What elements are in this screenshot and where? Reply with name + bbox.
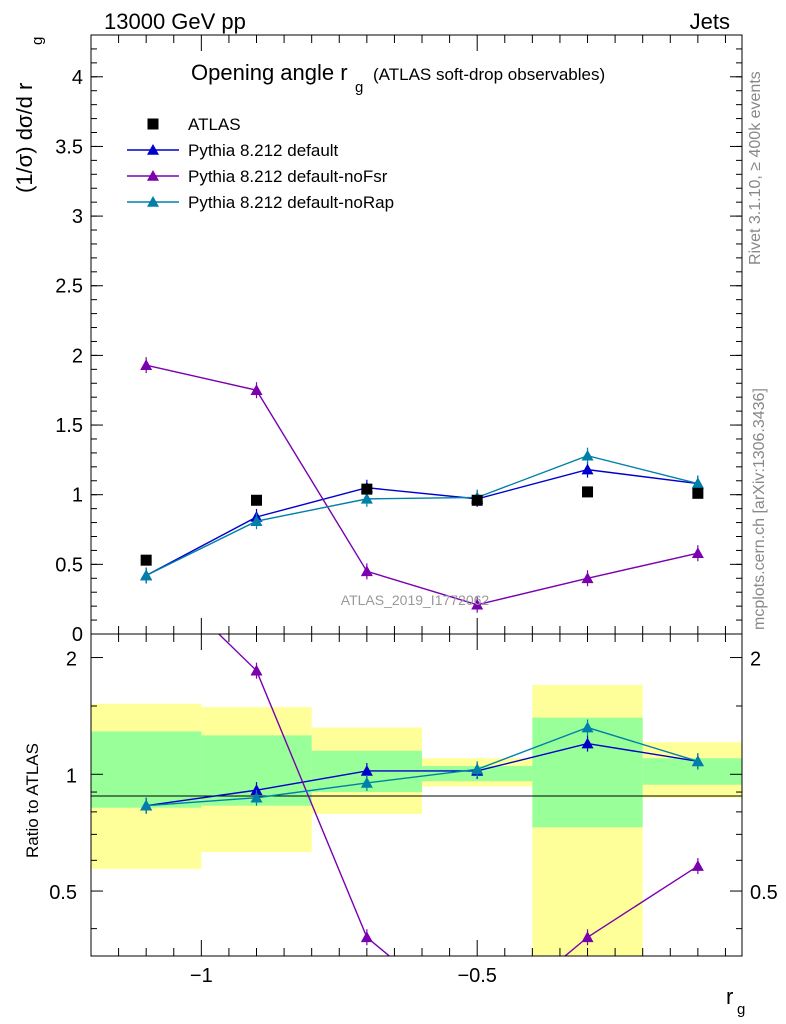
mcplots-label: mcplots.cern.ch [arXiv:1306.3436] [751,388,768,630]
legend-marker-default [147,144,159,155]
main-axis-ticks: 0 0.5 1 1.5 2 2.5 3 3.5 4 [55,35,742,646]
legend-entry-default: Pythia 8.212 default [127,141,339,160]
main-ytick-label: 4 [72,67,83,89]
main-point-noFsr [250,384,263,396]
ratio-point-noFsr [691,860,704,871]
legend-label-noFsr: Pythia 8.212 default-noFsr [188,167,388,186]
main-ylabel-text: (1/σ) dσ/d r [12,83,37,193]
ratio-band-green [91,731,202,808]
legend-marker-noFsr [147,170,159,181]
ratio-ytick-label-right: 2 [750,649,761,671]
main-data-point [692,487,704,499]
main-title-subscript: g [355,79,363,96]
main-point-noFsr [140,359,153,370]
legend-entry-data: ATLAS [147,115,241,134]
legend-entry-noFsr: Pythia 8.212 default-noFsr [127,167,388,186]
main-data-layer [140,483,704,566]
main-title-text: Opening angle r [191,60,348,85]
legend-marker-data [147,118,159,130]
main-point-default [581,463,594,475]
rivet-label: Rivet 3.1.10, ≥ 400k events [747,71,764,265]
legend: ATLAS Pythia 8.212 default Pythia 8.212 de… [127,115,394,212]
ratio-uncertainty-bands [91,684,742,956]
main-point-noFsr [581,572,594,584]
ratio-point-default [250,784,263,795]
ratio-point-noRap [360,776,373,788]
main-point-noRap [360,492,373,504]
ratio-point-default [360,764,373,776]
main-ytick-label: 2.5 [55,276,83,298]
legend-label-noRap: Pythia 8.212 default-noRap [188,193,394,212]
ratio-xlabel: r [726,984,733,1009]
main-ylabel: (1/σ) dσ/d r g [12,37,46,193]
main-point-noFsr [360,565,373,577]
ratio-panel-frame [90,633,743,957]
main-line-default [145,468,698,577]
main-data-point [582,486,594,498]
legend-label-default: Pythia 8.212 default [188,141,339,160]
ratio-ytick-label-right: 0.5 [750,882,778,904]
ratio-ytick-label: 0.5 [49,882,77,904]
main-line-noFsr [146,364,699,606]
main-point-noRap [691,477,704,489]
main-title: Opening angle r [191,60,348,85]
main-ylabel-subscript: g [29,37,46,45]
legend-entry-noRap: Pythia 8.212 default-noRap [127,193,394,212]
ratio-ytick-label: 1 [66,765,77,787]
ratio-point-noRap [250,791,263,803]
main-title-suffix: (ATLAS soft-drop observables) [373,65,605,84]
ratio-xtick-label: −1 [190,965,213,987]
energy-label: 13000 GeV pp [104,9,246,34]
ratio-point-noRap [140,799,153,811]
ratio-axis-ticks: 0.5 0.5 1 2 2 −1 −0.5 [49,634,778,987]
main-ytick-label: 2 [72,345,83,367]
ratio-band-green [642,758,742,785]
main-series-layer [140,357,704,613]
main-data-point [471,494,483,506]
ratio-line-noFsr [217,634,699,956]
main-ytick-label: 1.5 [55,415,83,437]
main-line-noRap [145,454,699,577]
main-point-noFsr [691,547,704,559]
main-ytick-label: 1 [72,485,83,507]
ratio-point-noFsr [360,931,373,943]
main-point-noRap [581,449,594,461]
ratio-point-noFsr [250,664,263,676]
ratio-ylabel: Ratio to ATLAS [23,743,42,858]
ratio-line-default [146,742,698,807]
process-label: Jets [690,9,730,34]
ratio-point-noRap [581,721,594,733]
legend-label-data: ATLAS [188,115,241,134]
main-point-noFsr [471,598,484,610]
ratio-ytick-label: 2 [66,649,77,671]
legend-marker-noRap [147,196,159,207]
ratio-series-layer [140,634,704,956]
main-ytick-label: 3.5 [55,136,83,158]
main-data-point [251,494,263,506]
main-point-noRap [140,569,153,581]
analysis-label: ATLAS_2019_I1772062 [341,592,490,608]
main-ytick-label: 0.5 [55,554,83,576]
ratio-point-noFsr [581,931,594,943]
main-data-point [140,554,152,566]
ratio-point-noRap [691,755,704,767]
main-ytick-label: 3 [72,206,83,228]
ratio-point-noRap [471,763,484,775]
ratio-xtick-label: −0.5 [457,965,496,987]
main-point-noRap [250,515,263,526]
main-data-point [361,483,373,495]
ratio-xlabel-subscript: g [737,1001,745,1018]
ratio-point-default [581,737,594,749]
main-ytick-label: 0 [72,624,83,646]
ratio-line-noRap [146,726,699,807]
